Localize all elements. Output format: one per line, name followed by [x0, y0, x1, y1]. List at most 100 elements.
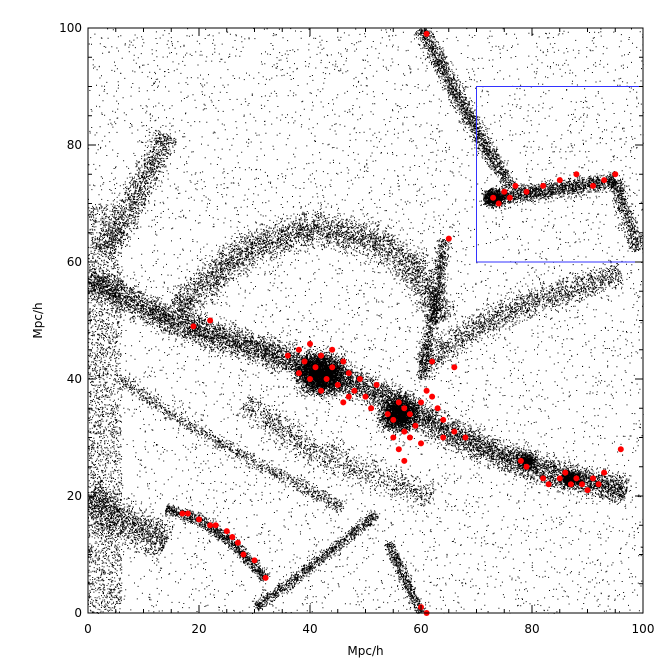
halo-point [406, 434, 413, 441]
halo-point [590, 475, 596, 482]
halo-point [318, 387, 325, 394]
y-tick-label: 40 [67, 372, 82, 386]
halo-point [556, 475, 563, 482]
halo-point [190, 323, 197, 330]
halo-point [567, 481, 574, 488]
halo-point [340, 399, 347, 406]
dark-matter-particles [88, 28, 644, 614]
y-tick-label: 80 [67, 138, 82, 152]
halo-point [423, 30, 430, 37]
halo-point [406, 411, 413, 418]
halo-point [429, 393, 436, 400]
halo-markers [179, 30, 624, 616]
halo-point [229, 534, 236, 540]
halo-point [384, 411, 391, 418]
halo-point [340, 358, 347, 365]
x-tick-label: 60 [413, 622, 428, 636]
halo-point [373, 381, 380, 388]
halo-point [345, 370, 352, 377]
halo-point [401, 428, 408, 435]
halo-point [207, 317, 214, 324]
y-tick-label: 100 [59, 21, 82, 35]
halo-point [323, 376, 330, 382]
halo-point [356, 376, 363, 382]
halo-point [412, 422, 419, 429]
halo-point [590, 182, 596, 189]
halo-point [434, 405, 441, 412]
halo-point [196, 516, 202, 523]
x-axis-tick-labels: 0 20 40 60 80 100 [84, 622, 654, 636]
halo-point [334, 381, 341, 388]
halo-point [601, 177, 608, 184]
halo-point [262, 574, 269, 581]
halo-point [240, 551, 247, 558]
halo-point [401, 457, 408, 464]
halo-point [545, 481, 552, 488]
y-tick-label: 60 [67, 255, 82, 269]
halo-point [401, 405, 408, 412]
y-tick-label: 0 [74, 606, 82, 620]
halo-point [523, 463, 530, 470]
halo-point [445, 235, 452, 242]
halo-point [418, 440, 424, 447]
halo-point [556, 177, 563, 184]
halo-point [440, 434, 447, 441]
halo-point [573, 475, 580, 482]
halo-point [301, 358, 308, 365]
halo-point [501, 188, 508, 195]
halo-point [451, 364, 458, 371]
halo-point [595, 481, 602, 488]
y-axis-title: Mpc/h [31, 302, 45, 338]
x-tick-label: 40 [302, 622, 317, 636]
y-axis-tick-labels: 0 20 40 60 80 100 [59, 21, 82, 620]
halo-point [395, 446, 402, 453]
halo-point [179, 510, 186, 517]
x-axis-title: Mpc/h [347, 644, 383, 658]
halo-point [295, 370, 302, 377]
halo-point [512, 182, 519, 189]
halo-point [345, 393, 352, 400]
halo-point [351, 387, 358, 394]
halo-point [307, 376, 313, 382]
halo-point [223, 528, 230, 535]
halo-point [562, 469, 569, 476]
halo-point [423, 387, 430, 394]
halo-point [312, 364, 319, 371]
halo-point [517, 457, 524, 464]
halo-point [318, 352, 325, 359]
halo-point [295, 346, 302, 353]
halo-point [462, 434, 469, 441]
halo-point [506, 194, 513, 201]
x-tick-label: 100 [632, 622, 655, 636]
halo-point [612, 171, 619, 178]
halo-point [584, 487, 591, 494]
halo-point [368, 405, 375, 412]
x-tick-label: 0 [84, 622, 92, 636]
halo-point [212, 522, 219, 529]
halo-point [540, 182, 547, 189]
halo-point [251, 557, 258, 564]
halo-point [490, 194, 497, 201]
halo-point [329, 346, 336, 353]
halo-point [495, 200, 502, 207]
y-tick-label: 20 [67, 489, 82, 503]
halo-point [184, 510, 191, 517]
x-tick-label: 20 [191, 622, 206, 636]
halo-point [429, 358, 436, 365]
halo-point [284, 352, 291, 359]
halo-point [579, 481, 585, 488]
halo-point [540, 475, 547, 482]
particle-cloud [88, 28, 644, 614]
x-tick-label: 80 [524, 622, 539, 636]
halo-point [440, 416, 447, 423]
halo-point [390, 416, 397, 423]
halo-point [329, 364, 336, 371]
halo-point [234, 539, 241, 546]
halo-point [307, 340, 313, 347]
halo-point [395, 399, 402, 406]
halo-point [523, 188, 530, 195]
halo-point [390, 434, 397, 441]
halo-point [617, 446, 624, 453]
